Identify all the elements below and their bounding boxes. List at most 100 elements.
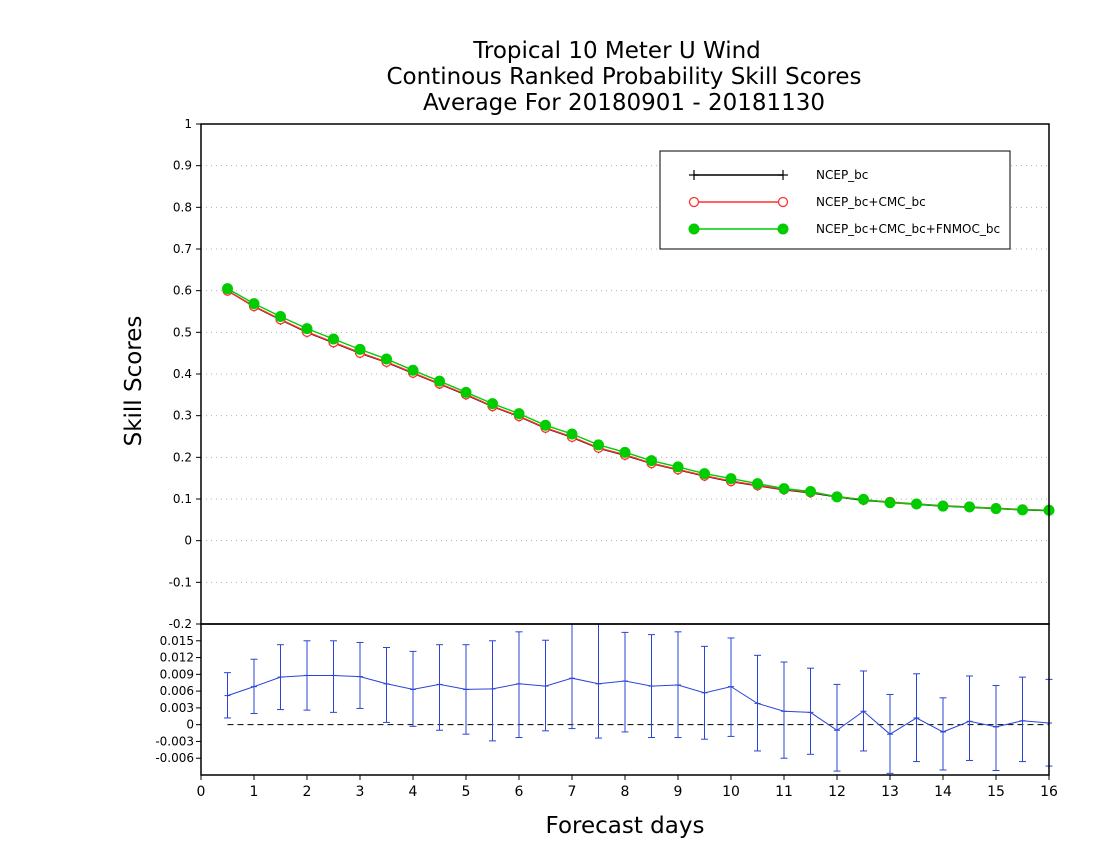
legend-marker-end — [777, 196, 789, 208]
legend-item-1: NCEP_bc+CMC_bc — [688, 195, 926, 209]
error-bar — [303, 640, 311, 711]
x-tick-label: 9 — [674, 784, 683, 800]
series-point — [805, 486, 816, 497]
series-0 — [222, 285, 1054, 516]
series-line — [227, 290, 1050, 512]
series-point — [672, 461, 684, 473]
upper-y-tick-label: 0.7 — [173, 242, 192, 256]
x-tick-label: 3 — [356, 784, 365, 800]
series-line — [227, 290, 1050, 511]
series-point — [301, 323, 313, 335]
legend-label: NCEP_bc — [816, 168, 868, 182]
x-tick-label: 11 — [775, 784, 793, 800]
error-bar — [966, 675, 973, 761]
series-point — [222, 283, 233, 295]
series-point — [354, 343, 366, 355]
lower-y-tick-label: 0.003 — [160, 701, 194, 715]
legend-item-0: NCEP_bc — [689, 168, 868, 182]
series-point — [566, 428, 578, 440]
error-bar — [807, 667, 814, 755]
series-point — [513, 408, 525, 420]
x-tick-label: 6 — [515, 784, 524, 800]
x-tick-label: 2 — [303, 784, 312, 800]
series-point — [434, 375, 445, 387]
error-bar — [992, 685, 1000, 772]
series-point — [858, 493, 869, 505]
upper-y-tick-label: 0.1 — [173, 492, 192, 506]
error-bar — [886, 693, 894, 774]
upper-y-tick-label: -0.2 — [169, 617, 192, 631]
series-point — [540, 419, 551, 431]
error-bar — [727, 637, 735, 737]
error-bar — [515, 631, 523, 739]
lower-y-tick-label: 0.006 — [160, 684, 194, 698]
legend: NCEP_bc NCEP_bc+CMC_bc NCEP_bc+CMC_bc+FNMO… — [659, 150, 1011, 250]
series-point — [646, 455, 657, 467]
series-point — [593, 439, 604, 451]
x-tick-label: 5 — [462, 784, 471, 800]
x-tick-label: 12 — [828, 784, 846, 800]
series-point — [460, 386, 472, 398]
lower-y-tick-label: 0.012 — [160, 651, 194, 665]
error-bar — [674, 631, 682, 739]
upper-series-group — [222, 283, 1055, 516]
error-bar — [568, 624, 576, 730]
series-point — [248, 298, 260, 310]
x-tick-label: 1 — [250, 784, 259, 800]
error-bar — [489, 640, 496, 742]
x-tick-label: 15 — [987, 784, 1005, 800]
series-point — [990, 503, 1002, 515]
x-tick-label: 14 — [934, 784, 952, 800]
series-1 — [222, 285, 1055, 516]
series-point — [407, 364, 419, 376]
upper-y-ticks: -0.2 -0.1 0 0.1 0.2 0.3 0.4 0.5 0.6 0.7 0.8 0.9 1 — [169, 117, 201, 631]
x-tick-label: 13 — [881, 784, 899, 800]
lower-y-tick-label: 0.009 — [160, 667, 194, 681]
lower-y-tick-label: -0.003 — [155, 734, 194, 748]
error-bar — [621, 631, 629, 733]
error-bar — [701, 645, 708, 740]
series-point — [381, 353, 392, 365]
x-tick-label: 10 — [722, 784, 740, 800]
series-point — [619, 446, 631, 458]
x-axis-label: Forecast days — [546, 813, 705, 839]
error-bar — [833, 683, 841, 772]
series-2 — [222, 283, 1055, 516]
chart-title-line-3: Average For 20180901 - 20181130 — [423, 90, 825, 116]
error-bar — [648, 634, 655, 739]
error-bar — [860, 670, 867, 752]
difference-line — [227, 675, 1050, 735]
series-point — [964, 501, 975, 513]
error-bar — [250, 658, 258, 714]
series-point — [752, 478, 763, 490]
x-tick-label: 7 — [568, 784, 577, 800]
x-tick-label: 4 — [409, 784, 418, 800]
upper-y-tick-label: 0.4 — [173, 367, 192, 381]
upper-y-tick-label: 0.3 — [173, 409, 192, 423]
upper-y-tick-label: 1 — [184, 117, 192, 131]
legend-marker-start — [688, 196, 700, 208]
y-axis-label: Skill Scores — [121, 316, 147, 447]
error-bar — [754, 654, 761, 752]
upper-y-tick-label: 0 — [184, 534, 192, 548]
error-bar — [409, 650, 417, 727]
error-bar — [224, 672, 231, 719]
lower-y-tick-label: -0.006 — [155, 751, 194, 765]
x-tick-label: 0 — [197, 784, 206, 800]
legend-marker-start — [689, 170, 699, 180]
chart-title-line-2: Continous Ranked Probability Skill Score… — [386, 64, 861, 90]
lower-series-group — [224, 624, 1053, 774]
series-point — [937, 500, 949, 512]
upper-y-tick-label: 0.8 — [173, 200, 192, 214]
error-bar — [780, 661, 788, 759]
error-bar — [1019, 676, 1026, 763]
error-bar — [595, 624, 602, 739]
series-point — [725, 473, 737, 485]
error-bar — [913, 673, 920, 763]
error-bar — [939, 697, 947, 771]
series-point — [911, 498, 922, 510]
x-tick-label: 8 — [621, 784, 630, 800]
legend-box — [659, 150, 1011, 250]
legend-label: NCEP_bc+CMC_bc — [816, 195, 926, 209]
